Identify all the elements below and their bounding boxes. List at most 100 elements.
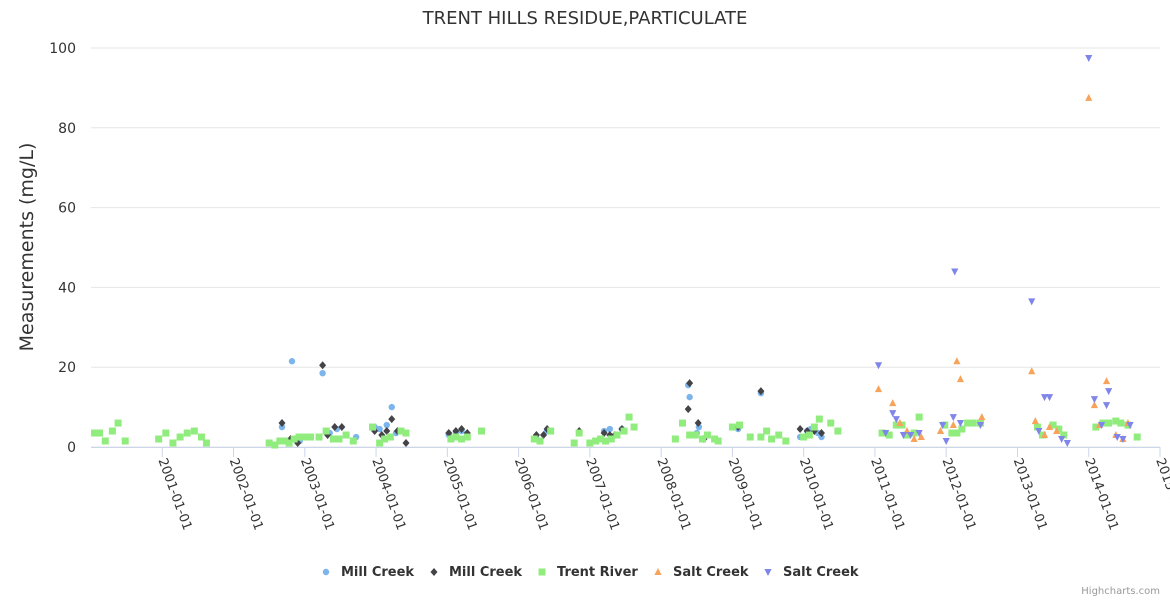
data-point[interactable] xyxy=(810,423,818,431)
data-point[interactable] xyxy=(96,429,104,437)
data-point[interactable] xyxy=(782,437,790,445)
data-point[interactable] xyxy=(600,429,608,438)
data-point[interactable] xyxy=(183,429,191,437)
data-point[interactable] xyxy=(530,435,538,443)
data-point[interactable] xyxy=(1031,417,1039,425)
legend-item[interactable]: Mill Creek xyxy=(430,565,523,580)
data-point[interactable] xyxy=(381,435,389,443)
data-point[interactable] xyxy=(800,433,808,441)
data-point[interactable] xyxy=(1090,401,1099,409)
data-point[interactable] xyxy=(1028,298,1036,306)
data-point[interactable] xyxy=(197,433,205,441)
data-point[interactable] xyxy=(290,435,298,443)
data-point[interactable] xyxy=(679,419,687,427)
data-point[interactable] xyxy=(698,435,706,443)
data-point[interactable] xyxy=(703,431,711,439)
data-point[interactable] xyxy=(915,430,923,438)
data-point[interactable] xyxy=(1085,54,1093,62)
data-point[interactable] xyxy=(169,439,177,447)
data-point[interactable] xyxy=(691,431,699,439)
data-point[interactable] xyxy=(1119,436,1127,444)
data-point[interactable] xyxy=(592,437,600,445)
data-point[interactable] xyxy=(1090,396,1099,404)
data-point[interactable] xyxy=(447,435,455,443)
data-point[interactable] xyxy=(684,405,692,414)
data-point[interactable] xyxy=(910,435,918,443)
data-point[interactable] xyxy=(939,422,947,430)
data-point[interactable] xyxy=(671,435,679,443)
data-point[interactable] xyxy=(190,427,198,435)
data-point[interactable] xyxy=(620,427,628,435)
data-point[interactable] xyxy=(906,432,915,440)
data-point[interactable] xyxy=(265,439,273,447)
data-point[interactable] xyxy=(281,437,289,445)
data-point[interactable] xyxy=(805,431,813,439)
data-point[interactable] xyxy=(202,439,210,447)
data-point[interactable] xyxy=(478,427,486,435)
data-point[interactable] xyxy=(276,437,284,445)
data-point[interactable] xyxy=(1055,425,1063,433)
data-point[interactable] xyxy=(1097,422,1106,430)
data-point[interactable] xyxy=(458,435,466,443)
data-point[interactable] xyxy=(1045,423,1054,431)
data-point[interactable] xyxy=(903,431,911,439)
data-point[interactable] xyxy=(757,387,765,396)
data-point[interactable] xyxy=(953,429,961,437)
data-point[interactable] xyxy=(694,419,702,428)
data-point[interactable] xyxy=(1028,367,1036,375)
data-point[interactable] xyxy=(322,427,330,435)
legend-marker[interactable] xyxy=(430,568,438,576)
data-point[interactable] xyxy=(1113,434,1121,442)
data-point[interactable] xyxy=(278,419,286,428)
data-point[interactable] xyxy=(607,435,615,443)
data-point[interactable] xyxy=(315,433,323,441)
data-point[interactable] xyxy=(736,421,744,429)
data-point[interactable] xyxy=(949,421,957,429)
data-point[interactable] xyxy=(896,419,904,427)
data-point[interactable] xyxy=(1105,388,1113,396)
data-point[interactable] xyxy=(1040,431,1049,439)
data-point[interactable] xyxy=(602,437,610,445)
data-point[interactable] xyxy=(892,416,900,424)
data-point[interactable] xyxy=(101,437,109,445)
legend-item[interactable]: Trent River xyxy=(538,565,639,580)
data-point[interactable] xyxy=(155,435,163,443)
data-point[interactable] xyxy=(397,427,405,435)
data-point[interactable] xyxy=(775,431,783,439)
data-point[interactable] xyxy=(874,385,883,393)
data-point[interactable] xyxy=(1092,423,1100,431)
data-point[interactable] xyxy=(817,429,825,438)
data-point[interactable] xyxy=(630,423,638,431)
data-point[interactable] xyxy=(889,410,897,418)
data-point[interactable] xyxy=(711,435,719,443)
data-point[interactable] xyxy=(338,423,346,432)
data-point[interactable] xyxy=(885,431,893,439)
data-point[interactable] xyxy=(606,425,614,433)
data-point[interactable] xyxy=(285,439,293,447)
data-point[interactable] xyxy=(386,433,394,441)
data-point[interactable] xyxy=(768,435,776,443)
data-point[interactable] xyxy=(597,435,605,443)
data-point[interactable] xyxy=(301,433,309,441)
data-point[interactable] xyxy=(369,423,377,431)
data-point[interactable] xyxy=(288,358,296,365)
data-point[interactable] xyxy=(978,413,986,421)
data-point[interactable] xyxy=(892,421,900,429)
data-point[interactable] xyxy=(383,421,390,429)
data-point[interactable] xyxy=(331,423,339,432)
data-point[interactable] xyxy=(176,433,184,441)
data-point[interactable] xyxy=(388,403,395,411)
data-point[interactable] xyxy=(586,439,594,447)
data-point[interactable] xyxy=(1126,422,1134,430)
data-point[interactable] xyxy=(889,399,897,407)
data-point[interactable] xyxy=(342,431,350,439)
data-point[interactable] xyxy=(121,437,129,445)
data-point[interactable] xyxy=(388,415,396,424)
data-point[interactable] xyxy=(307,433,315,441)
data-point[interactable] xyxy=(1040,394,1049,402)
data-point[interactable] xyxy=(349,437,357,445)
data-point[interactable] xyxy=(402,429,410,437)
legend-item[interactable]: Mill Creek xyxy=(322,565,415,580)
data-point[interactable] xyxy=(1058,436,1066,444)
data-point[interactable] xyxy=(575,429,583,437)
